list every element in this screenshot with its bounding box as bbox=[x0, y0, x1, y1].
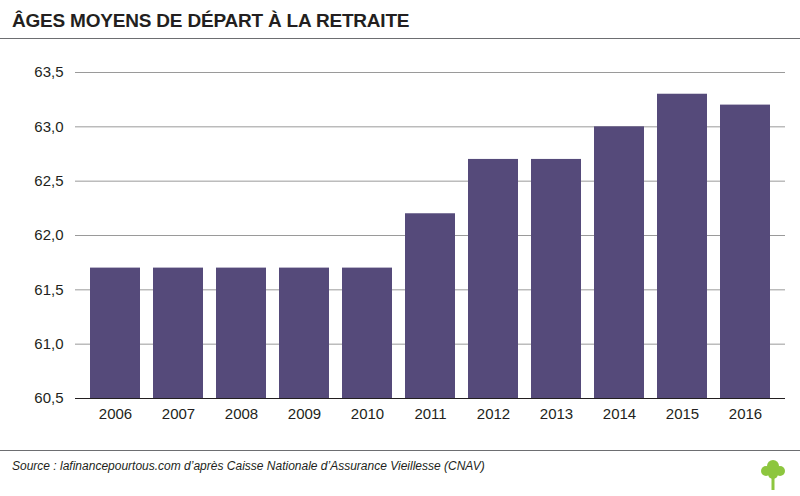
svg-text:62,0: 62,0 bbox=[34, 226, 63, 243]
svg-text:60,5: 60,5 bbox=[34, 389, 63, 406]
svg-text:2014: 2014 bbox=[603, 405, 636, 422]
html-text:Source : lafinancepourtous.com: Source : lafinancepourtous.com d’après C… bbox=[12, 459, 485, 473]
svg-text:2009: 2009 bbox=[288, 405, 321, 422]
svg-text:2008: 2008 bbox=[225, 405, 258, 422]
svg-text:61,0: 61,0 bbox=[34, 335, 63, 352]
svg-text:63,0: 63,0 bbox=[34, 118, 63, 135]
svg-text:2013: 2013 bbox=[540, 405, 573, 422]
svg-text:61,5: 61,5 bbox=[34, 281, 63, 298]
svg-text:2016: 2016 bbox=[729, 405, 762, 422]
svg-text:2015: 2015 bbox=[666, 405, 699, 422]
svg-text:2010: 2010 bbox=[351, 405, 384, 422]
svg-text:2011: 2011 bbox=[414, 405, 446, 422]
svg-text:62,5: 62,5 bbox=[34, 172, 63, 189]
svg-text:2012: 2012 bbox=[477, 405, 510, 422]
svg-text:2006: 2006 bbox=[99, 405, 132, 422]
svg-text:2007: 2007 bbox=[162, 405, 195, 422]
html-text:ÂGES MOYENS DE DÉPART À LA RET: ÂGES MOYENS DE DÉPART À LA RETRAITE bbox=[12, 10, 410, 31]
svg-text:63,5: 63,5 bbox=[34, 63, 63, 80]
